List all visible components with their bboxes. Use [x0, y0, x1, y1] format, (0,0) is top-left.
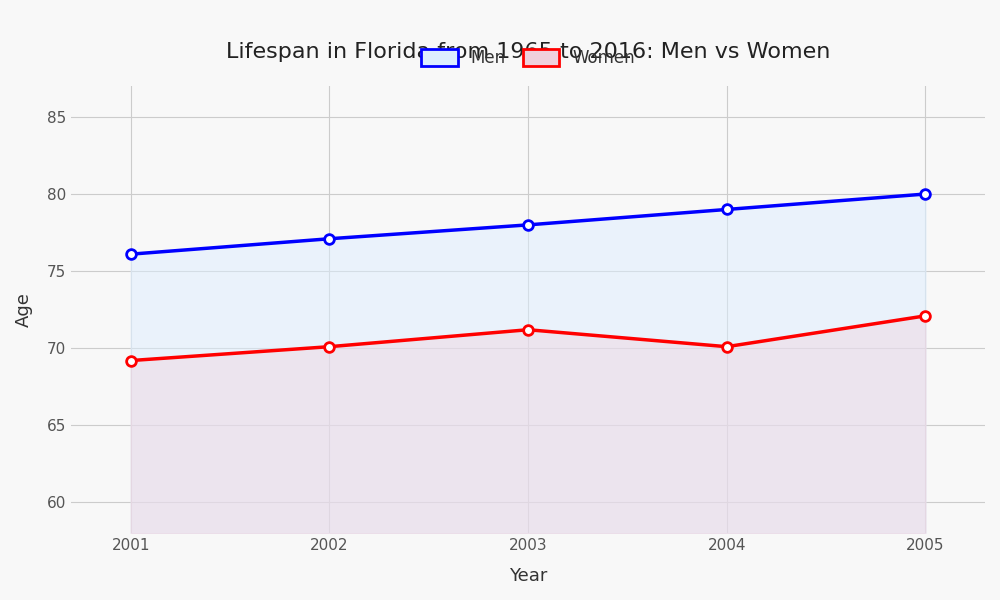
Y-axis label: Age: Age — [15, 292, 33, 327]
Legend: Men, Women: Men, Women — [413, 41, 644, 76]
X-axis label: Year: Year — [509, 567, 547, 585]
Title: Lifespan in Florida from 1965 to 2016: Men vs Women: Lifespan in Florida from 1965 to 2016: M… — [226, 43, 830, 62]
